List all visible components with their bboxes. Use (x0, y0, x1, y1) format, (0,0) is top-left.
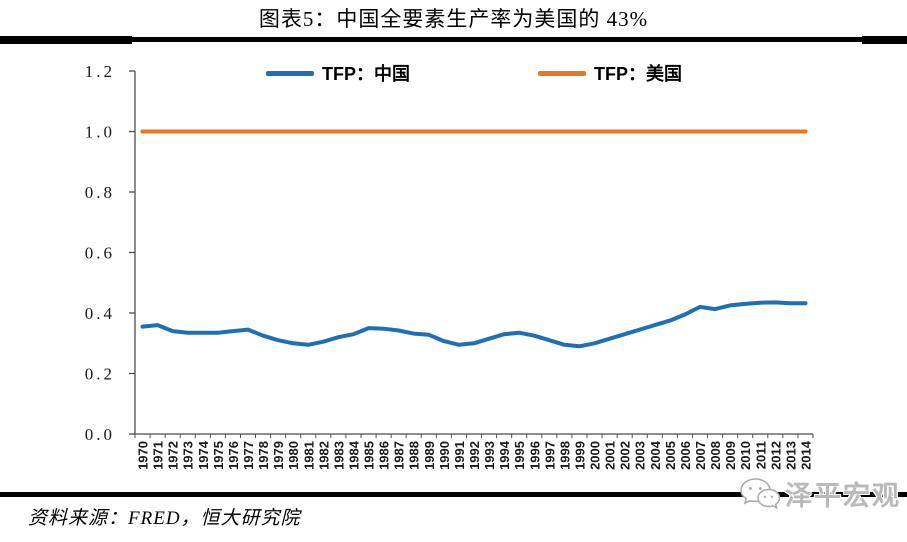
x-tick-label: 1985 (362, 441, 377, 470)
x-tick-label: 2011 (753, 441, 768, 469)
x-tick-label: 1970 (136, 441, 151, 470)
brand-watermark: 泽平宏观 (739, 474, 901, 513)
page-title: 图表5：中国全要素生产率为美国的 43% (258, 7, 649, 31)
series-line-china (140, 300, 808, 349)
x-tick-label: 2014 (798, 440, 813, 470)
y-tick-label: 1.2 (85, 62, 115, 81)
x-tick-label: 2010 (738, 441, 753, 470)
x-tick-label: 1996 (527, 441, 542, 470)
y-tick-label: 0.6 (85, 244, 115, 263)
x-tick-label: 1987 (392, 441, 407, 470)
x-tick-label: 1991 (452, 441, 467, 470)
x-tick-label: 1988 (407, 441, 422, 470)
x-tick-label: 1981 (301, 441, 316, 470)
x-tick-label: 1973 (181, 441, 196, 470)
x-tick-label: 1999 (572, 441, 587, 470)
x-tick-label: 1975 (211, 441, 226, 470)
x-tick-label: 1993 (482, 441, 497, 470)
x-tick-label: 1998 (557, 441, 572, 470)
x-tick-label: 1994 (497, 440, 512, 470)
x-tick-label: 2004 (648, 440, 663, 470)
top-divider-cap-right (862, 36, 907, 44)
top-divider (0, 36, 907, 44)
source-note: 资料来源：FRED，恒大研究院 (28, 508, 301, 529)
x-tick-label: 1997 (542, 441, 557, 470)
x-tick-label: 1979 (271, 441, 286, 470)
x-tick-label: 2007 (693, 441, 708, 470)
x-tick-label: 2008 (708, 441, 723, 470)
legend-label-usa: TFP：美国 (594, 64, 682, 84)
x-tick-label: 1986 (377, 441, 392, 470)
x-tick-label: 1995 (512, 441, 527, 470)
bottom-divider (0, 492, 907, 497)
x-tick-label: 2006 (678, 441, 693, 470)
chart-legend: TFP：中国 TFP：美国 (135, 60, 813, 86)
watermark-text: 泽平宏观 (785, 481, 901, 511)
y-tick-label: 0.8 (85, 183, 115, 202)
x-tick-label: 2003 (633, 441, 648, 470)
x-tick-label: 2000 (588, 441, 603, 470)
x-tick-label: 2013 (783, 441, 798, 470)
x-tick-label: 1980 (286, 441, 301, 470)
legend-label-china: TFP：中国 (322, 64, 410, 84)
x-tick-label: 1976 (226, 441, 241, 470)
legend-line-swatch-usa (538, 70, 586, 76)
top-divider-cap-left (0, 36, 132, 44)
x-tick-label: 2002 (618, 441, 633, 470)
x-tick-label: 1971 (151, 441, 166, 470)
x-tick-label: 1992 (467, 441, 482, 470)
x-tick-label: 1982 (316, 441, 331, 470)
y-tick-label: 1.0 (85, 123, 115, 142)
x-tick-label: 2012 (768, 441, 783, 470)
y-tick-label: 0.4 (85, 304, 115, 323)
x-tick-label: 1984 (346, 440, 361, 470)
x-tick-label: 2009 (723, 441, 738, 470)
x-tick-label: 1983 (331, 441, 346, 470)
x-tick-label: 2005 (663, 441, 678, 470)
legend-item-china: TFP：中国 (266, 60, 410, 86)
x-tick-label: 1989 (422, 441, 437, 470)
wechat-icon (740, 477, 781, 509)
x-tick-label: 1977 (241, 441, 256, 470)
x-tick-label: 1978 (256, 441, 271, 470)
y-tick-label: 0.0 (85, 425, 115, 444)
y-tick-label: 0.2 (85, 365, 115, 384)
x-tick-label: 1974 (196, 440, 211, 470)
legend-line-swatch-china (266, 70, 314, 76)
x-tick-label: 1972 (166, 441, 181, 470)
x-tick-label: 2001 (603, 441, 618, 470)
x-tick-label: 1990 (437, 441, 452, 470)
legend-item-usa: TFP：美国 (538, 60, 682, 86)
